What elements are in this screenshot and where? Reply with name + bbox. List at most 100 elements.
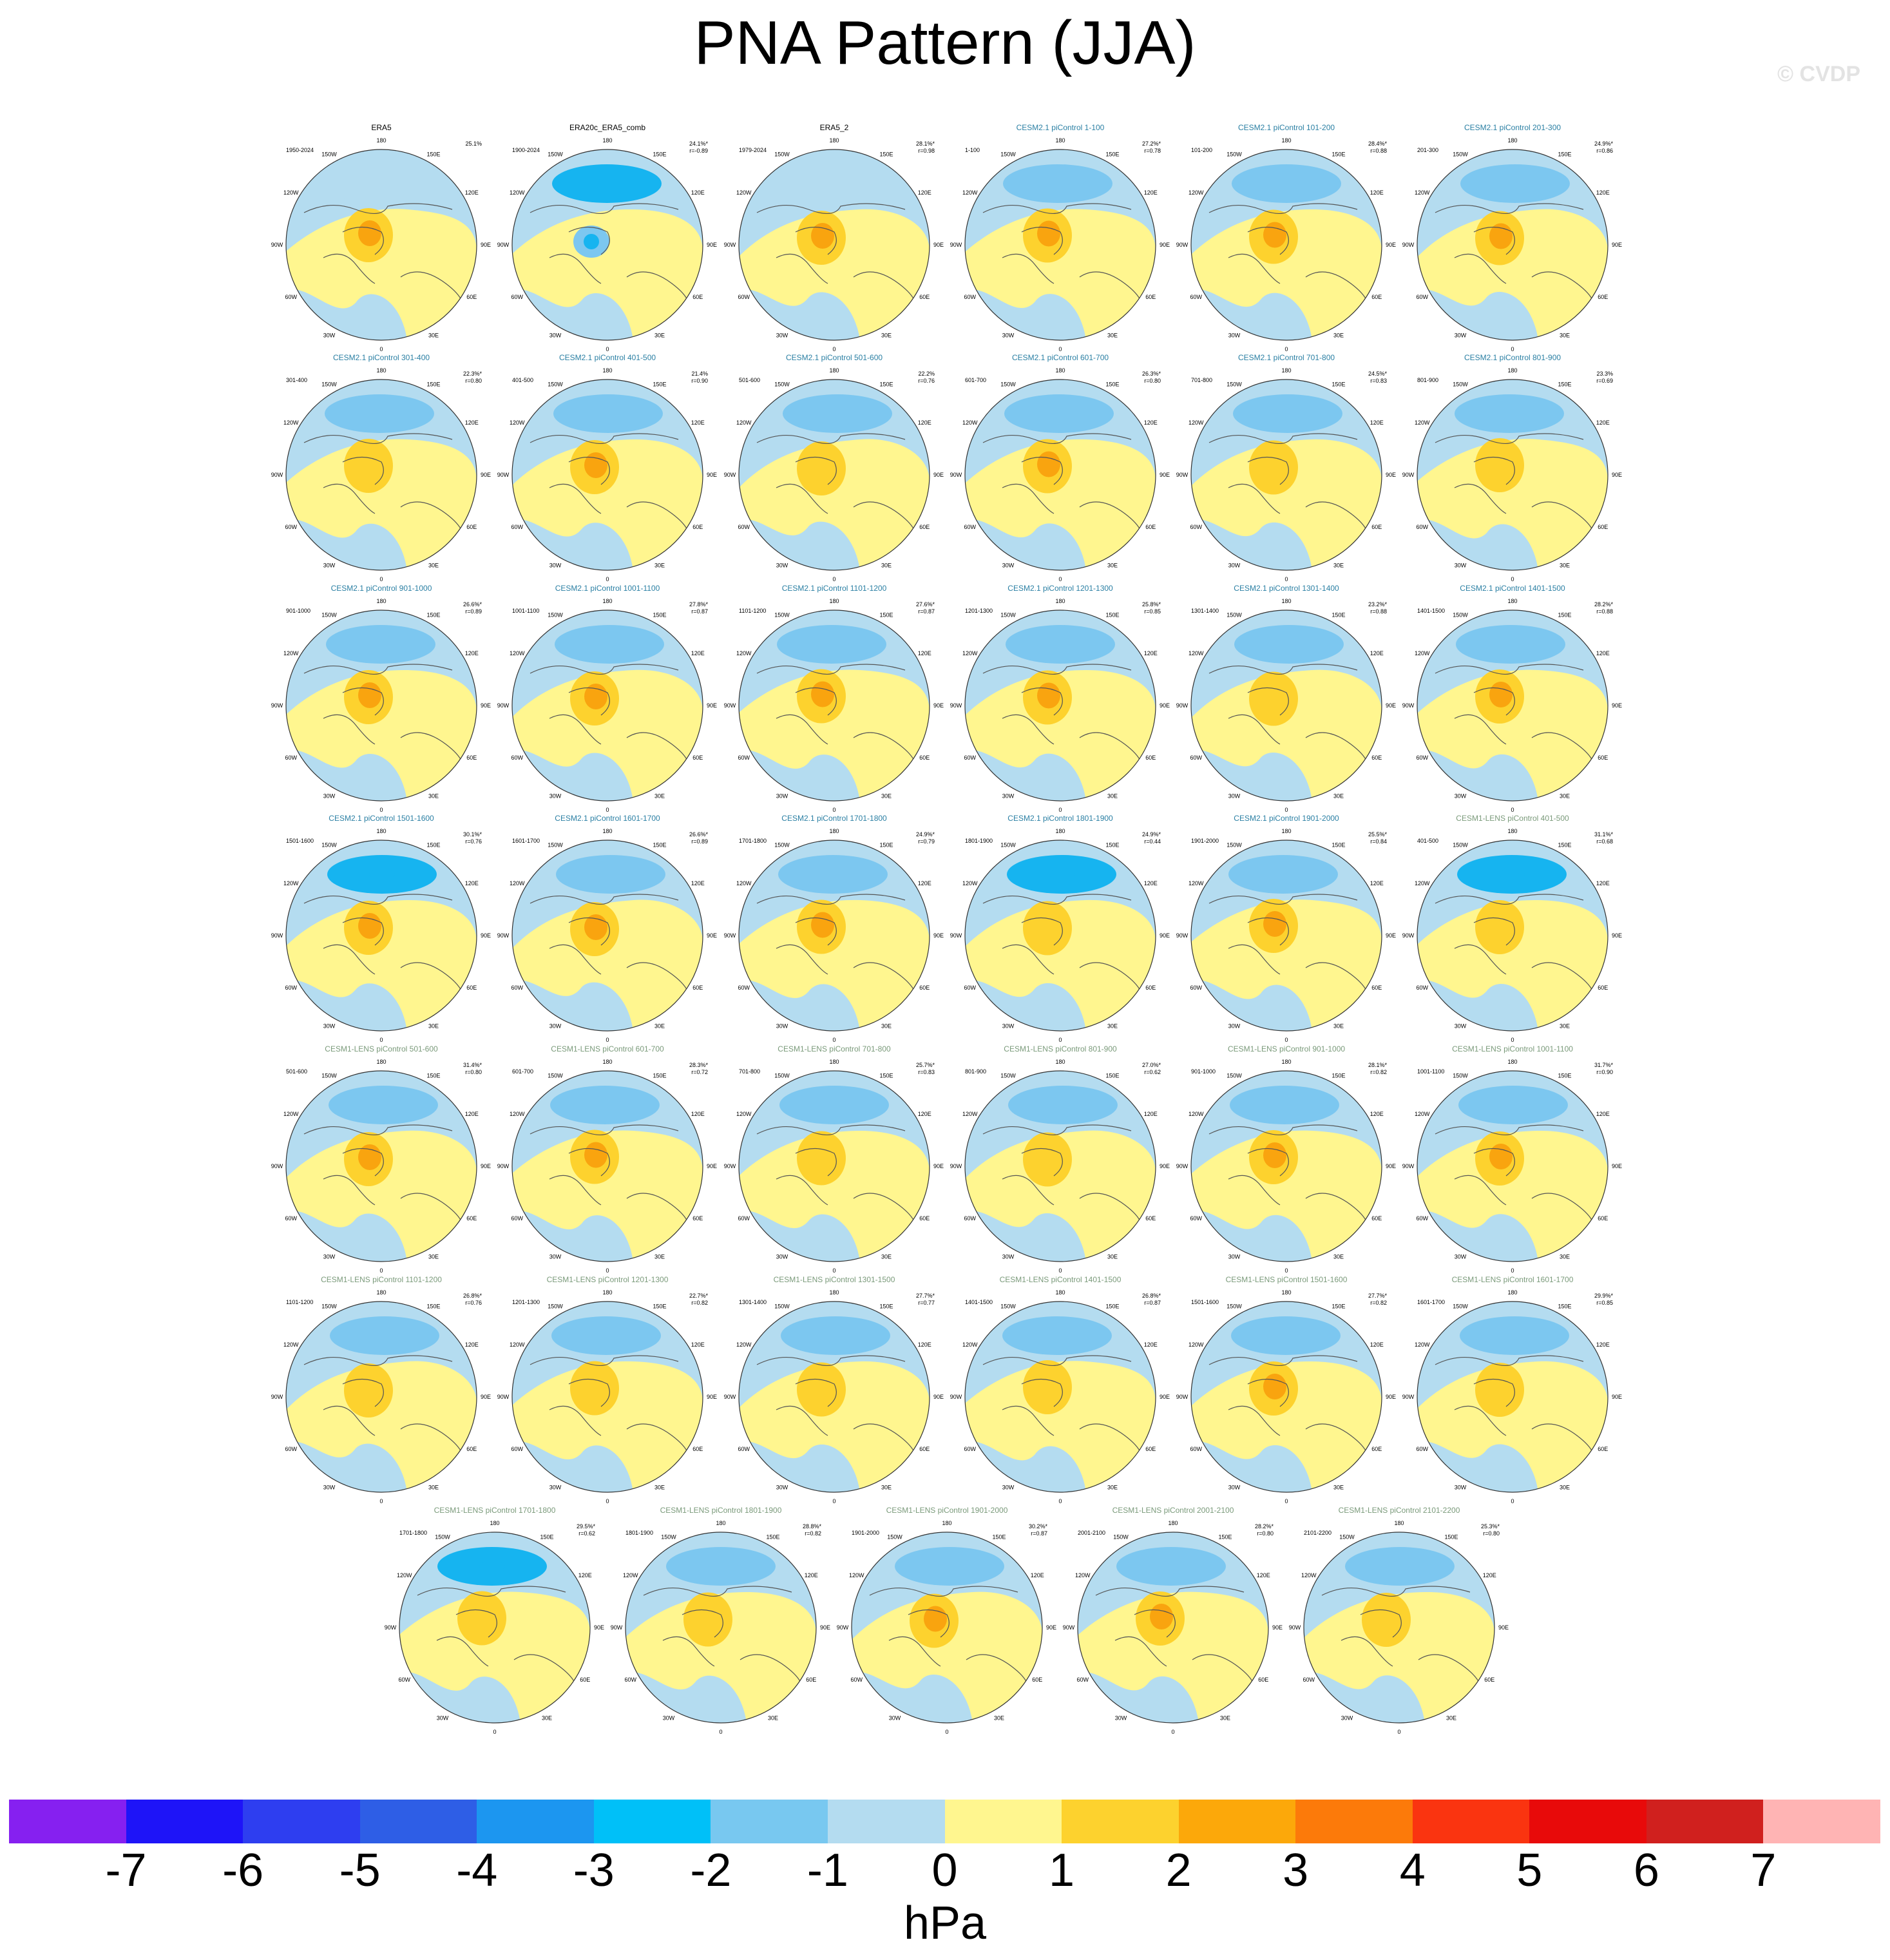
longitude-label: 150W <box>1453 1073 1468 1079</box>
colorbar-tick-label: -4 <box>456 1845 498 1896</box>
map-panel: 180 150E 120E 90E 60E 30E 0 30W 60W 90W 120W 150W CE… <box>271 584 491 813</box>
longitude-label: 120E <box>1144 419 1158 426</box>
colorbar-swatch <box>1295 1800 1413 1843</box>
longitude-label: 150E <box>879 1303 893 1310</box>
longitude-label: 30W <box>1002 562 1015 568</box>
positive-anomaly-region <box>739 669 930 801</box>
longitude-label: 90W <box>950 932 962 939</box>
longitude-label: 90E <box>933 702 944 709</box>
longitude-label: 60E <box>1371 294 1382 300</box>
longitude-label: 90E <box>1612 1394 1622 1400</box>
positive-anomaly-region <box>286 1361 477 1492</box>
longitude-label: 0 <box>832 576 835 582</box>
map-panel: 180 150E 120E 90E 60E 30E 0 30W 60W 90W 120W 150W CE… <box>611 1506 830 1735</box>
longitude-label: 150W <box>548 612 563 619</box>
longitude-label: 150E <box>1444 1534 1458 1541</box>
colorbar <box>9 1800 1880 1843</box>
panel-title: CESM2.1 piControl 201-300 <box>1464 123 1561 132</box>
panel-pattern-correlation: r=0.87 <box>691 608 708 615</box>
longitude-label: 180 <box>490 1520 499 1526</box>
longitude-label: 180 <box>376 1059 386 1065</box>
coastline <box>1321 1586 1482 1699</box>
negative-anomaly-center <box>1232 164 1341 203</box>
panel-variance-pct: 23.2%* <box>1368 601 1388 608</box>
negative-anomaly-center <box>329 1086 438 1124</box>
longitude-label: 90E <box>1612 242 1622 248</box>
longitude-label: 60W <box>1416 524 1428 530</box>
panel-variance-pct: 22.3%* <box>463 370 482 377</box>
longitude-label: 60W <box>850 1677 863 1683</box>
longitude-label: 120W <box>1415 1341 1430 1348</box>
panel-variance-pct: 28.1%* <box>916 140 935 147</box>
colorbar-swatch <box>1178 1800 1296 1843</box>
longitude-label: 120E <box>1483 1572 1496 1579</box>
longitude-label: 0 <box>379 1498 383 1504</box>
map-border <box>511 610 703 802</box>
positive-anomaly-center <box>1475 1363 1524 1417</box>
longitude-label: 60W <box>738 985 750 991</box>
longitude-label: 60E <box>806 1677 816 1683</box>
panel-years: 1401-1500 <box>965 1299 993 1305</box>
negative-anomaly-center <box>777 625 886 664</box>
longitude-label: 120W <box>962 1111 978 1117</box>
longitude-label: 150W <box>1453 612 1468 619</box>
panel-years: 1701-1800 <box>399 1530 427 1536</box>
negative-anomaly-center <box>1460 1316 1569 1355</box>
longitude-label: 120E <box>1370 419 1384 426</box>
longitude-label: 0 <box>1511 1267 1514 1274</box>
longitude-label: 0 <box>379 576 383 582</box>
panel-years: 1950-2024 <box>286 147 314 153</box>
longitude-label: 90W <box>497 1163 510 1169</box>
longitude-label: 150E <box>426 1303 440 1310</box>
positive-anomaly-center <box>797 441 846 495</box>
longitude-label: 90E <box>1386 932 1396 939</box>
panel-pattern-correlation: r=0.88 <box>1370 608 1387 615</box>
panel-pattern-correlation: r=0.89 <box>691 838 708 845</box>
longitude-label: 90W <box>271 242 283 248</box>
positive-anomaly-region <box>965 670 1156 801</box>
longitude-label: 90W <box>724 702 736 709</box>
panel-variance-pct: 28.2%* <box>1255 1523 1274 1530</box>
longitude-label: 0 <box>1058 576 1062 582</box>
longitude-label: 180 <box>602 1289 612 1296</box>
longitude-label: 150E <box>1558 1073 1571 1079</box>
map-border <box>1417 1301 1608 1493</box>
longitude-label: 120E <box>465 419 479 426</box>
map-panel: 180 150E 120E 90E 60E 30E 0 30W 60W 90W 120W 150W CE… <box>1176 353 1396 582</box>
longitude-label: 120E <box>805 1572 818 1579</box>
longitude-label: 0 <box>1511 1498 1514 1504</box>
longitude-label: 120W <box>736 189 752 196</box>
longitude-label: 60W <box>624 1677 636 1683</box>
longitude-label: 60E <box>919 294 930 300</box>
panel-title: CESM1-LENS piControl 1501-1600 <box>1226 1275 1348 1284</box>
longitude-label: 60E <box>1371 985 1382 991</box>
positive-anomaly-region <box>739 439 930 570</box>
longitude-label: 150E <box>540 1534 553 1541</box>
longitude-label: 0 <box>832 1498 835 1504</box>
negative-anomaly-center <box>550 1086 660 1124</box>
longitude-label: 30W <box>323 1023 336 1029</box>
longitude-label: 60W <box>1416 754 1428 761</box>
panel-years: 1201-1300 <box>965 608 993 614</box>
longitude-label: 150E <box>1332 842 1345 849</box>
longitude-label: 150W <box>661 1534 676 1541</box>
panel-title: CESM2.1 piControl 1-100 <box>1017 123 1105 132</box>
map-panel: 180 150E 120E 90E 60E 30E 0 30W 60W 90W 120W 150W CE… <box>1402 1275 1622 1504</box>
longitude-label: 150E <box>653 381 666 388</box>
longitude-label: 120W <box>1188 419 1204 426</box>
panel-title: CESM2.1 piControl 101-200 <box>1238 123 1335 132</box>
map-border <box>738 1301 930 1493</box>
panel-title: CESM1-LENS piControl 1001-1100 <box>1452 1044 1573 1053</box>
longitude-label: 150W <box>321 381 337 388</box>
longitude-label: 60W <box>511 1215 523 1222</box>
longitude-label: 0 <box>1284 807 1288 813</box>
panel-pattern-correlation: r=0.78 <box>1144 148 1161 154</box>
longitude-label: 150W <box>1000 381 1016 388</box>
map-panel: 180 150E 120E 90E 60E 30E 0 30W 60W 90W 120W 150W CE… <box>1289 1506 1509 1735</box>
coastline <box>1435 894 1595 1007</box>
panel-variance-pct: 26.8%* <box>463 1292 482 1299</box>
longitude-label: 0 <box>1284 1267 1288 1274</box>
longitude-label: 180 <box>1507 598 1517 604</box>
longitude-label: 120W <box>510 650 525 657</box>
negative-anomaly-center <box>1230 1086 1339 1124</box>
